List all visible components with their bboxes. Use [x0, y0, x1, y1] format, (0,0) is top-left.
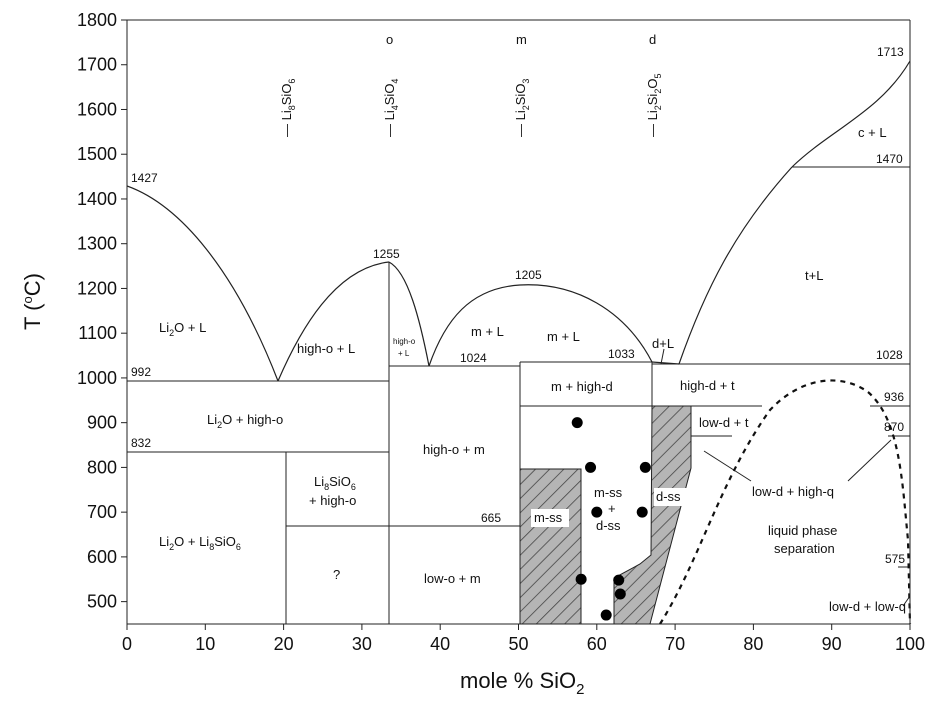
- temp-1713: 1713: [877, 45, 904, 59]
- region-low-d-low-q: low-d + low-q: [829, 599, 906, 614]
- x-tick-label: 70: [665, 634, 685, 654]
- region-li2o-high-o: Li2O + high-o: [207, 412, 283, 430]
- temp-1033: 1033: [608, 347, 635, 361]
- experimental-point: [639, 461, 651, 473]
- region-m-l-right: m + L: [547, 329, 580, 344]
- y-tick-label: 500: [87, 592, 117, 612]
- y-tick-label: 1000: [77, 368, 117, 388]
- y-tick-label: 700: [87, 502, 117, 522]
- compound-li2si2o5: — Li2Si2O5: [645, 74, 663, 137]
- experimental-points: [571, 417, 651, 621]
- region-low-d-high-q: low-d + high-q: [752, 484, 834, 499]
- compound-letter-o: o: [386, 32, 393, 47]
- temp-1205: 1205: [515, 268, 542, 282]
- x-tick-label: 80: [743, 634, 763, 654]
- region-m-l-left: m + L: [471, 324, 504, 339]
- x-tick-label: 60: [587, 634, 607, 654]
- temp-1470: 1470: [876, 152, 903, 166]
- temp-575: 575: [885, 552, 905, 566]
- experimental-point: [585, 461, 597, 473]
- x-tick-label: 100: [895, 634, 925, 654]
- y-tick-label: 1800: [77, 10, 117, 30]
- region-high-o-l-small-2: + L: [398, 349, 410, 358]
- temp-1255: 1255: [373, 247, 400, 261]
- compound-li2sio3: — Li2SiO3: [513, 79, 531, 137]
- y-tick-label: 1300: [77, 234, 117, 254]
- y-tick-label: 1600: [77, 99, 117, 119]
- experimental-point: [636, 506, 648, 518]
- temp-992: 992: [131, 365, 151, 379]
- temp-870: 870: [884, 420, 904, 434]
- x-tick-label: 20: [274, 634, 294, 654]
- y-axis-ticks: 500 600 700 800 900 1000 1100 1200 1300 1400 1500 1…: [77, 10, 127, 612]
- liquidus-curves: [126, 60, 911, 382]
- m-ss-region: [519, 468, 582, 625]
- region-c-l: c + L: [858, 125, 887, 140]
- x-axis-title: mole % SiO2: [460, 668, 585, 698]
- x-tick-label: 40: [430, 634, 450, 654]
- region-m-ss: m-ss: [534, 510, 563, 525]
- y-tick-label: 1500: [77, 144, 117, 164]
- x-tick-label: 10: [195, 634, 215, 654]
- region-li8sio6-high-o-1: Li8SiO6: [314, 474, 356, 492]
- compound-li4sio4: — Li4SiO4: [382, 79, 400, 137]
- experimental-point: [613, 574, 625, 586]
- region-labels: Li2O + L high-o + L high-o + L m + L m +…: [159, 125, 906, 614]
- region-lps-1: liquid phase: [768, 523, 837, 538]
- region-high-o-l-small-1: high-o: [393, 337, 416, 346]
- region-low-o-m: low-o + m: [424, 571, 481, 586]
- temp-665: 665: [481, 511, 501, 525]
- y-tick-label: 1700: [77, 55, 117, 75]
- x-axis-ticks: 0 10 20 30 40 50 60 70 80 90 100: [122, 624, 925, 654]
- experimental-point: [575, 573, 587, 585]
- x-tick-label: 50: [508, 634, 528, 654]
- compound-li8sio6: — Li8SiO6: [279, 79, 297, 137]
- region-li8sio6-high-o-2: + high-o: [309, 493, 356, 508]
- y-axis-title: T (oC): [20, 273, 45, 330]
- region-li2o-l: Li2O + L: [159, 320, 206, 338]
- compound-letter-d: d: [649, 32, 656, 47]
- compound-labels: — Li8SiO6 — Li4SiO4 — Li2SiO3 — Li2Si2O5…: [279, 32, 663, 137]
- experimental-point: [571, 417, 583, 429]
- region-m-high-d: m + high-d: [551, 379, 613, 394]
- temp-832: 832: [131, 436, 151, 450]
- temp-1427: 1427: [131, 171, 158, 185]
- region-mss-dss-1: m-ss: [594, 485, 623, 500]
- region-d-ss: d-ss: [656, 489, 681, 504]
- experimental-point: [614, 588, 626, 600]
- x-tick-label: 90: [822, 634, 842, 654]
- region-d-l: d+L: [652, 336, 674, 351]
- region-high-o-m: high-o + m: [423, 442, 485, 457]
- temp-1024: 1024: [460, 351, 487, 365]
- region-low-d-t: low-d + t: [699, 415, 749, 430]
- region-lps-2: separation: [774, 541, 835, 556]
- experimental-point: [600, 609, 612, 621]
- y-tick-label: 800: [87, 457, 117, 477]
- y-tick-label: 600: [87, 547, 117, 567]
- region-li2o-li8sio6: Li2O + Li8SiO6: [159, 534, 241, 552]
- d-ss-region: [613, 405, 692, 625]
- temperature-labels: 1427 1255 1205 1713 1470 992 1024 1033 1…: [131, 45, 905, 566]
- y-tick-label: 1200: [77, 278, 117, 298]
- region-high-o-l: high-o + L: [297, 341, 355, 356]
- y-tick-label: 1100: [78, 323, 117, 343]
- region-t-l: t+L: [805, 268, 823, 283]
- region-mss-dss-3: d-ss: [596, 518, 621, 533]
- temp-936: 936: [884, 390, 904, 404]
- phase-boundaries: [127, 166, 911, 624]
- experimental-point: [591, 506, 603, 518]
- x-tick-label: 0: [122, 634, 132, 654]
- temp-1028: 1028: [876, 348, 903, 362]
- region-unknown: ?: [333, 567, 340, 582]
- x-tick-label: 30: [352, 634, 372, 654]
- region-high-d-t: high-d + t: [680, 378, 735, 393]
- region-mss-dss-2: +: [608, 501, 616, 516]
- compound-letter-m: m: [516, 32, 527, 47]
- y-tick-label: 1400: [77, 189, 117, 209]
- y-tick-label: 900: [87, 413, 117, 433]
- miscibility-gap-curve: [659, 379, 912, 625]
